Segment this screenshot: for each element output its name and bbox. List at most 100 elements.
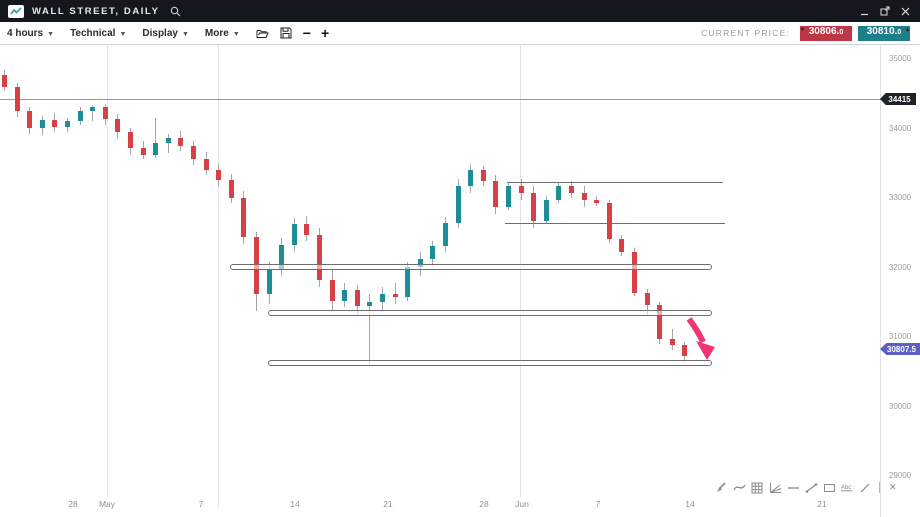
x-axis-label: Jun bbox=[515, 499, 529, 509]
price-level-line bbox=[0, 99, 881, 100]
y-axis-label: 34000 bbox=[888, 123, 912, 133]
y-axis-label: 29000 bbox=[888, 471, 912, 480]
candle bbox=[90, 106, 96, 111]
sell-direction-icon: ▾ bbox=[801, 26, 805, 33]
candle bbox=[266, 269, 272, 294]
technical-label: Technical bbox=[70, 27, 116, 39]
candle bbox=[317, 234, 322, 280]
resistance-line[interactable] bbox=[505, 223, 725, 224]
popout-button[interactable] bbox=[880, 6, 890, 16]
candle bbox=[329, 279, 335, 301]
candle-wick bbox=[167, 134, 169, 154]
price-marker: 30807.5 bbox=[880, 343, 920, 355]
y-axis-label: 31000 bbox=[888, 332, 912, 341]
candle bbox=[644, 292, 650, 306]
candle bbox=[115, 119, 121, 133]
candle bbox=[669, 338, 675, 346]
chevron-down-icon: ▼ bbox=[47, 30, 55, 38]
close-drawing-toolbar-button[interactable]: ✕ bbox=[889, 482, 897, 492]
display-dropdown[interactable]: Display ▼ bbox=[142, 28, 189, 39]
timeframe-dropdown[interactable]: 4 hours ▼ bbox=[7, 28, 54, 39]
y-axis-label: 32000 bbox=[888, 262, 912, 272]
horizontal-line-tool-icon[interactable] bbox=[786, 480, 800, 495]
buy-price-decimal: 0 bbox=[897, 28, 902, 36]
technical-dropdown[interactable]: Technical ▼ bbox=[70, 28, 126, 39]
close-icon[interactable] bbox=[901, 7, 910, 16]
diagonal-line-tool-icon[interactable] bbox=[858, 480, 872, 495]
zoom-in-button[interactable]: + bbox=[320, 25, 330, 41]
toolbar-divider bbox=[879, 482, 880, 493]
candle bbox=[128, 132, 133, 149]
candle bbox=[228, 180, 234, 198]
more-dropdown[interactable]: More ▼ bbox=[205, 28, 240, 39]
candle bbox=[165, 137, 171, 143]
x-axis-label: May bbox=[98, 499, 116, 509]
candle bbox=[342, 290, 348, 301]
resistance-line[interactable] bbox=[507, 182, 723, 183]
rectangle-tool-icon[interactable] bbox=[822, 480, 836, 495]
candle bbox=[556, 185, 562, 200]
x-axis-label: 7 bbox=[198, 499, 204, 509]
candle bbox=[606, 203, 612, 239]
candle bbox=[405, 267, 411, 298]
grid-tool-icon[interactable] bbox=[750, 480, 764, 495]
x-axis-label: 21 bbox=[817, 499, 827, 509]
grid-line bbox=[218, 45, 219, 507]
support-zone[interactable] bbox=[230, 264, 712, 270]
candle-wick bbox=[92, 104, 94, 122]
title-bar: WALL STREET, DAILY bbox=[0, 0, 920, 22]
display-label: Display bbox=[142, 27, 178, 39]
support-zone[interactable] bbox=[268, 310, 712, 316]
candle bbox=[191, 146, 196, 160]
drawing-toolbar: Abc ✕ bbox=[714, 479, 897, 496]
fan-lines-tool-icon[interactable] bbox=[768, 480, 782, 495]
candle bbox=[506, 185, 511, 207]
pointer-tool-icon[interactable] bbox=[714, 480, 728, 495]
candle bbox=[581, 192, 587, 200]
trendline-tool-icon[interactable] bbox=[804, 480, 818, 495]
minimize-button[interactable] bbox=[860, 7, 869, 16]
chevron-down-icon: ▼ bbox=[232, 30, 240, 38]
svg-text:Abc: Abc bbox=[841, 484, 851, 490]
candle bbox=[455, 185, 461, 223]
x-axis-label: 28 bbox=[479, 499, 489, 509]
x-axis-label: 28 bbox=[68, 499, 78, 509]
candle bbox=[417, 258, 423, 268]
candle bbox=[39, 119, 45, 129]
candle bbox=[443, 222, 448, 247]
app-title: WALL STREET, DAILY bbox=[32, 5, 160, 17]
candle bbox=[279, 244, 285, 270]
sell-price-value: 30806. bbox=[808, 25, 840, 37]
grid-line bbox=[520, 45, 521, 497]
sell-price-button[interactable]: ▾ 30806. 0 bbox=[800, 25, 852, 41]
freehand-curve-tool-icon[interactable] bbox=[732, 480, 746, 495]
candle bbox=[480, 169, 486, 181]
buy-price-value: 30810. bbox=[866, 25, 898, 37]
candle bbox=[203, 159, 209, 170]
search-icon[interactable] bbox=[170, 6, 181, 17]
buy-price-button[interactable]: ▴ 30810. 0 bbox=[858, 25, 910, 41]
candle bbox=[657, 305, 663, 339]
down-arrow-annotation[interactable] bbox=[684, 317, 718, 366]
line-chart-icon bbox=[8, 4, 24, 18]
candle bbox=[392, 293, 398, 298]
candle bbox=[531, 192, 537, 221]
candle bbox=[27, 110, 33, 129]
text-tool-icon[interactable]: Abc bbox=[840, 480, 854, 495]
candle bbox=[216, 169, 222, 181]
candle bbox=[468, 169, 474, 186]
save-icon[interactable] bbox=[280, 27, 292, 39]
candle bbox=[543, 199, 549, 221]
timeframe-value: 4 hours bbox=[7, 27, 44, 39]
y-axis-label: 35000 bbox=[888, 54, 912, 63]
candle bbox=[140, 148, 146, 155]
zoom-out-button[interactable]: − bbox=[302, 25, 311, 41]
open-folder-icon[interactable] bbox=[256, 28, 269, 39]
candle bbox=[102, 106, 108, 120]
support-zone[interactable] bbox=[268, 360, 712, 366]
candle bbox=[2, 75, 7, 88]
grid-line bbox=[107, 45, 108, 497]
buy-direction-icon: ▴ bbox=[905, 26, 909, 33]
candle bbox=[632, 251, 637, 293]
